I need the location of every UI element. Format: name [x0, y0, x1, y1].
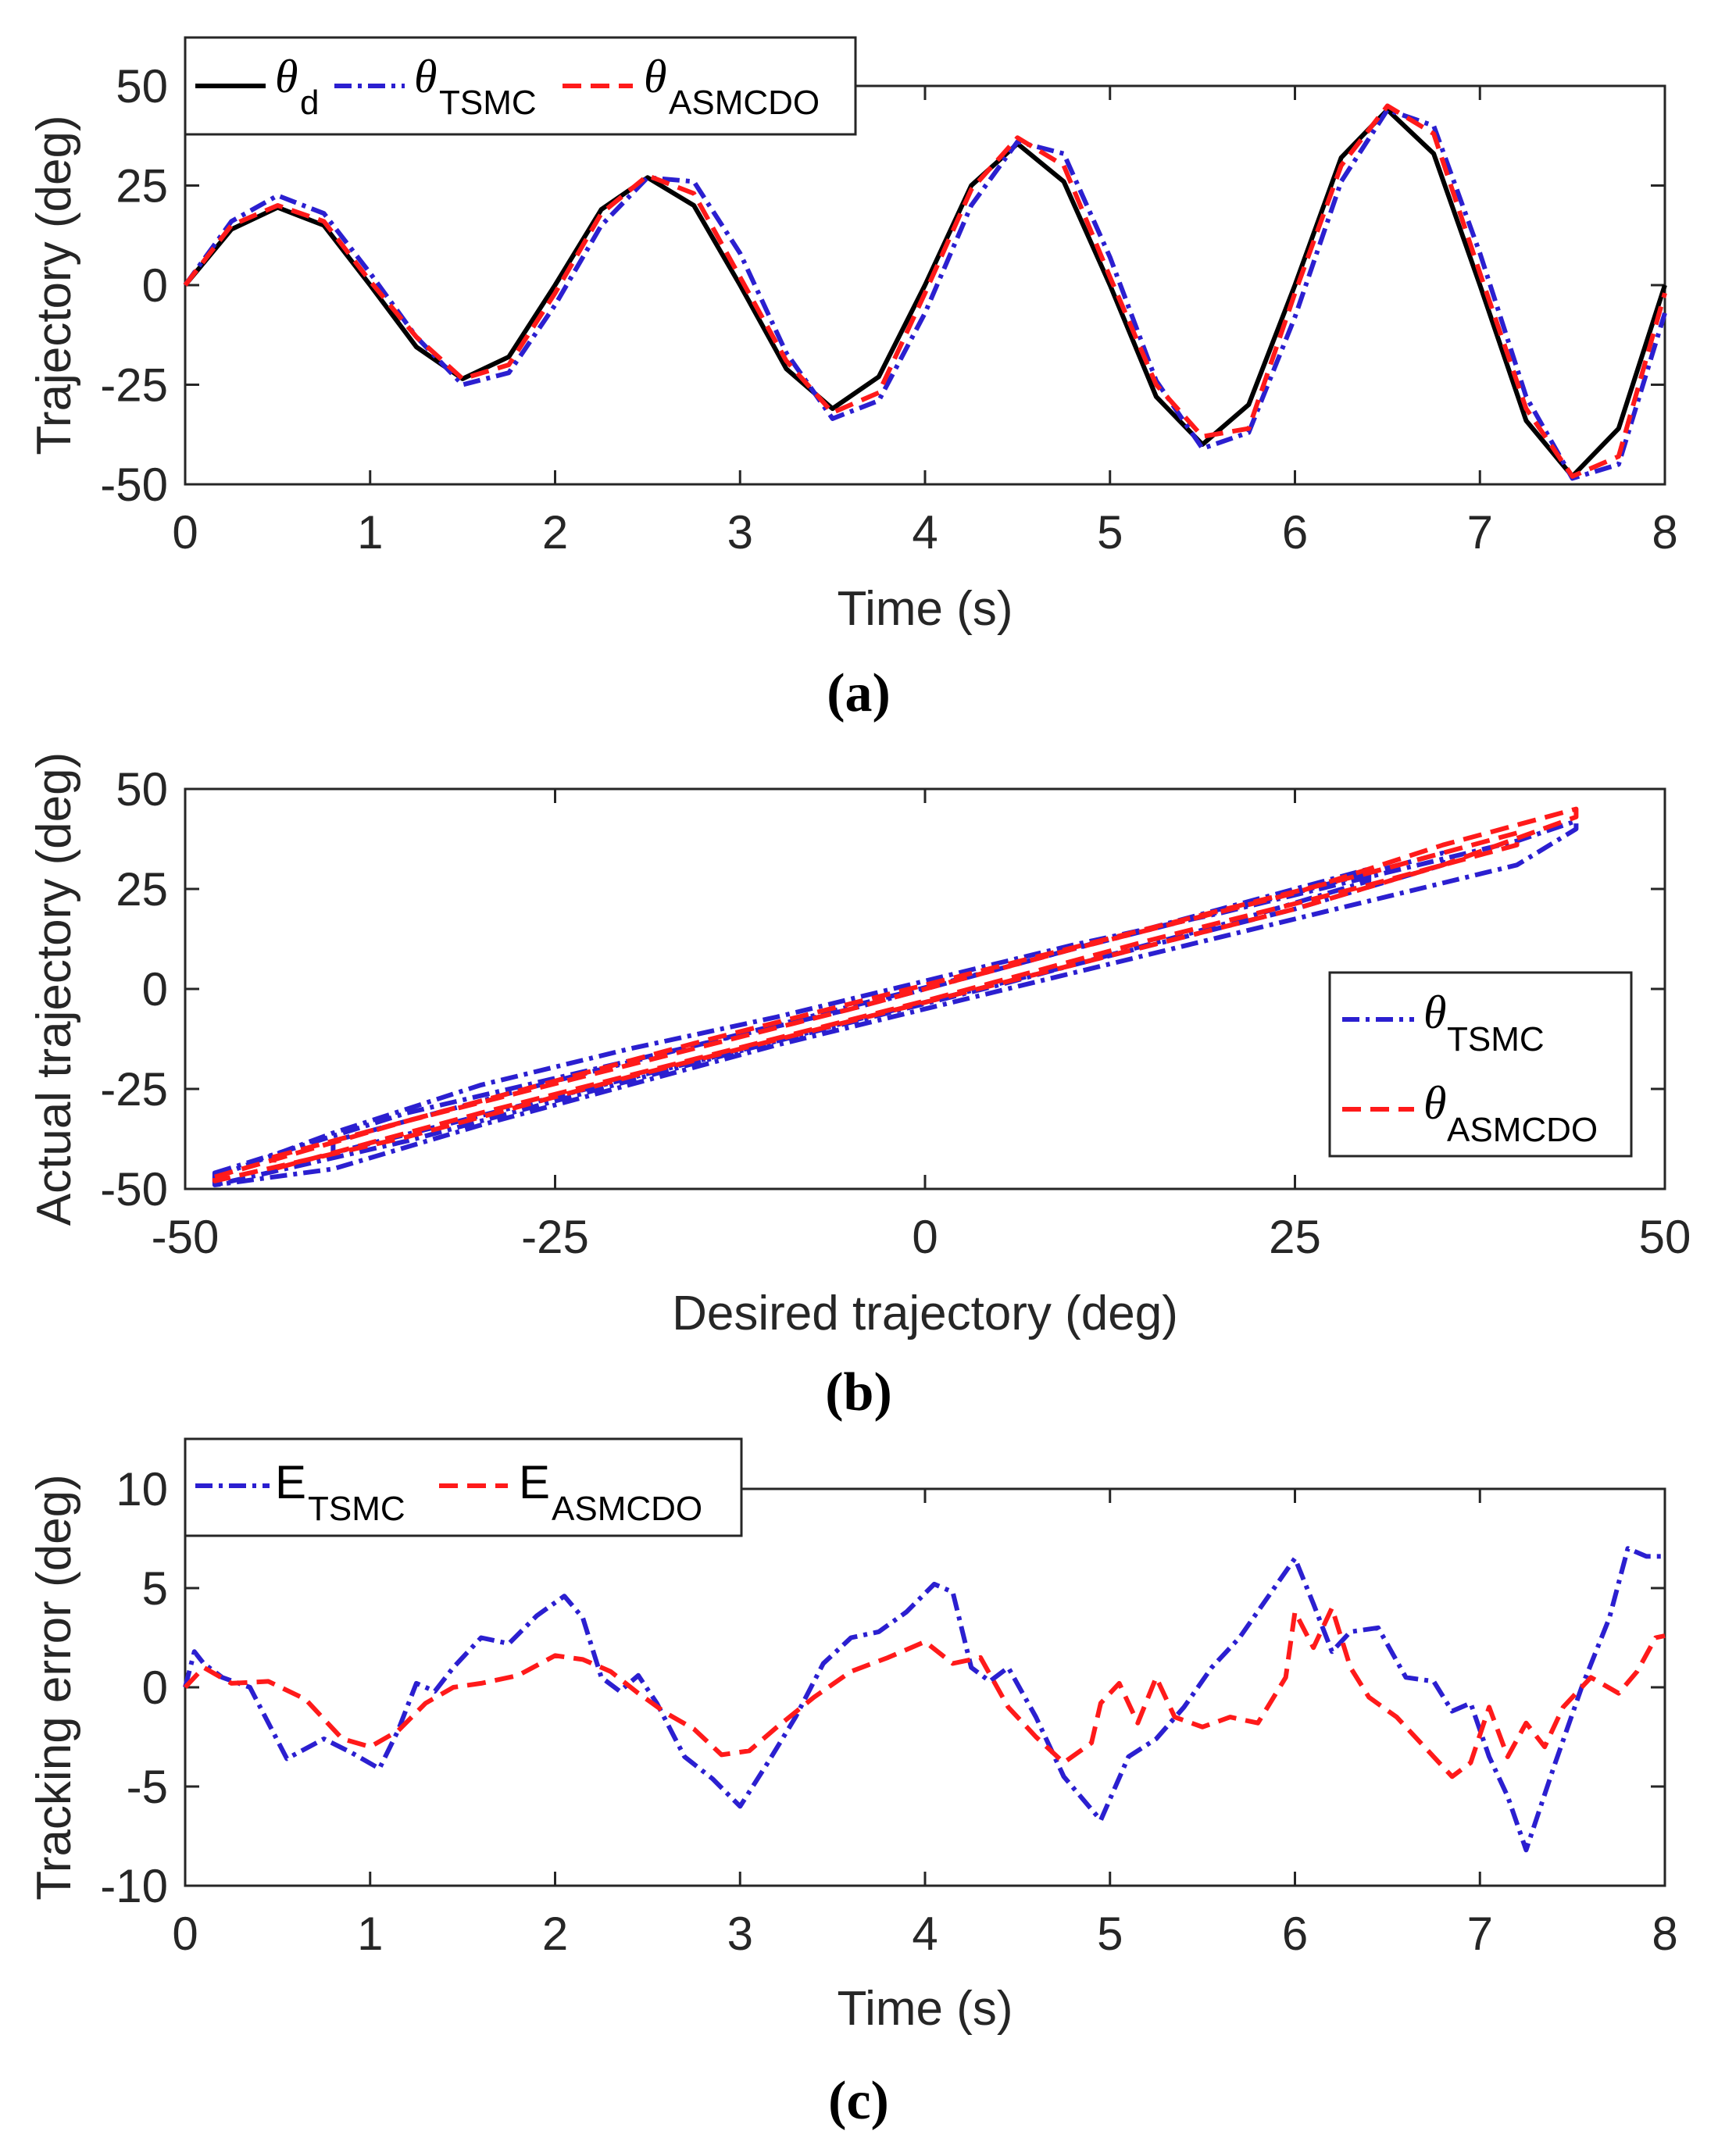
x-axis-label-b: Desired trajectory (deg) — [672, 1287, 1178, 1340]
y-tick-label: 0 — [142, 1662, 168, 1714]
x-tick-label: 5 — [1097, 506, 1123, 559]
y-tick-label: -50 — [100, 459, 168, 511]
x-tick-label: 8 — [1652, 1908, 1677, 1960]
legend-c-sub-1: TSMC — [308, 1490, 405, 1528]
y-axis-label-a: Trajectory (deg) — [27, 115, 81, 455]
x-axis-label-a: Time (s) — [838, 582, 1013, 636]
x-axis-label-c: Time (s) — [838, 1982, 1013, 2036]
x-tick-label: -25 — [521, 1211, 589, 1263]
x-tick-label: 25 — [1269, 1211, 1321, 1263]
y-tick-label: -5 — [127, 1761, 168, 1813]
x-ticks-c: 0 1 2 3 4 5 6 7 8 — [172, 1489, 1678, 1960]
legend-a: θ d θ TSMC θ ASMCDO — [184, 36, 857, 136]
y-tick-label: -50 — [100, 1163, 168, 1215]
x-tick-label: 3 — [727, 506, 753, 559]
x-tick-label: 2 — [542, 506, 568, 559]
y-tick-label: -25 — [100, 359, 168, 412]
series-line-asmcdo — [183, 103, 1667, 479]
series-asmcdo-loop-0 — [212, 806, 1579, 1183]
y-tick-label: 0 — [142, 963, 168, 1016]
x-tick-label: 50 — [1639, 1211, 1691, 1263]
panel-a: 0 1 2 3 4 5 6 7 8 50 25 0 -25 -50 Time (s) Trajector… — [27, 36, 1678, 723]
y-tick-label: -25 — [100, 1063, 168, 1115]
y-ticks-b: 50 25 0 -25 -50 — [100, 763, 1665, 1215]
x-tick-label: 1 — [357, 1908, 383, 1960]
series-line-d — [183, 107, 1667, 479]
plot-area-c — [184, 1487, 1666, 1887]
legend-b-label-2: θ — [1423, 1077, 1446, 1129]
x-tick-label: 1 — [357, 506, 383, 559]
legend-c-label-2: E — [519, 1456, 550, 1508]
x-tick-label: 7 — [1467, 1908, 1493, 1960]
y-tick-label: 50 — [116, 763, 168, 816]
panel-c: 0 1 2 3 4 5 6 7 8 10 5 0 -5 -10 Time (s) Tracking er… — [27, 1437, 1678, 2131]
panel-label-c: (c) — [828, 2071, 889, 2131]
legend-b-label-1: θ — [1423, 987, 1446, 1038]
legend-c: E TSMC E ASMCDO — [184, 1437, 743, 1537]
x-tick-label: 0 — [172, 1908, 198, 1960]
legend-a-sub-3: ASMCDO — [669, 84, 820, 122]
y-ticks-a: 50 25 0 -25 -50 — [100, 60, 1665, 511]
x-tick-label: 4 — [912, 1908, 938, 1960]
y-tick-label: 25 — [116, 863, 168, 916]
panel-label-b: (b) — [825, 1362, 892, 1422]
x-tick-label: 4 — [912, 506, 938, 559]
panel-label-a: (a) — [827, 663, 891, 723]
x-tick-label: 0 — [172, 506, 198, 559]
x-tick-label: 3 — [727, 1908, 753, 1960]
series-lines-b — [212, 806, 1579, 1187]
x-tick-label: 7 — [1467, 506, 1493, 559]
x-tick-label: 5 — [1097, 1908, 1123, 1960]
x-ticks-b: -50 -25 0 25 50 — [152, 789, 1691, 1263]
legend-c-sub-2: ASMCDO — [552, 1490, 702, 1528]
x-tick-label: -50 — [152, 1211, 220, 1263]
y-tick-label: 10 — [116, 1463, 168, 1515]
y-tick-label: 5 — [142, 1562, 168, 1615]
y-ticks-c: 10 5 0 -5 -10 — [100, 1463, 1665, 1912]
x-tick-label: 6 — [1282, 506, 1308, 559]
series-tsmc-loop-0 — [212, 819, 1579, 1187]
panel-b: -50 -25 0 25 50 50 25 0 -25 -50 Desired trajecto… — [27, 752, 1691, 1422]
legend-a-sub-1: d — [300, 84, 319, 122]
series-line-asmcdo — [183, 1605, 1666, 1779]
y-tick-label: 50 — [116, 60, 168, 112]
legend-a-label-3: θ — [644, 51, 666, 102]
y-axis-label-c: Tracking error (deg) — [27, 1474, 81, 1901]
legend-b-sub-2: ASMCDO — [1447, 1111, 1598, 1149]
x-tick-label: 2 — [542, 1908, 568, 1960]
y-tick-label: 25 — [116, 160, 168, 212]
y-tick-label: -10 — [100, 1860, 168, 1912]
series-line-tsmc — [183, 1546, 1665, 1853]
series-lines-a — [183, 103, 1667, 481]
legend-a-label-2: θ — [414, 51, 437, 102]
series-line-tsmc — [183, 107, 1667, 481]
legend-b: θ TSMC θ ASMCDO — [1328, 971, 1633, 1158]
series-lines-c — [183, 1546, 1666, 1853]
series-asmcdo-loop-1 — [271, 830, 1520, 1172]
x-tick-label: 0 — [912, 1211, 938, 1263]
legend-c-label-1: E — [275, 1456, 306, 1508]
y-tick-label: 0 — [142, 259, 168, 312]
legend-a-sub-2: TSMC — [439, 84, 537, 122]
x-tick-label: 6 — [1282, 1908, 1308, 1960]
y-axis-label-b: Actual trajectory (deg) — [27, 752, 81, 1226]
x-tick-label: 8 — [1652, 506, 1677, 559]
legend-a-label-1: θ — [275, 51, 298, 102]
legend-b-sub-1: TSMC — [1447, 1020, 1545, 1058]
x-ticks-a: 0 1 2 3 4 5 6 7 8 — [172, 86, 1678, 559]
